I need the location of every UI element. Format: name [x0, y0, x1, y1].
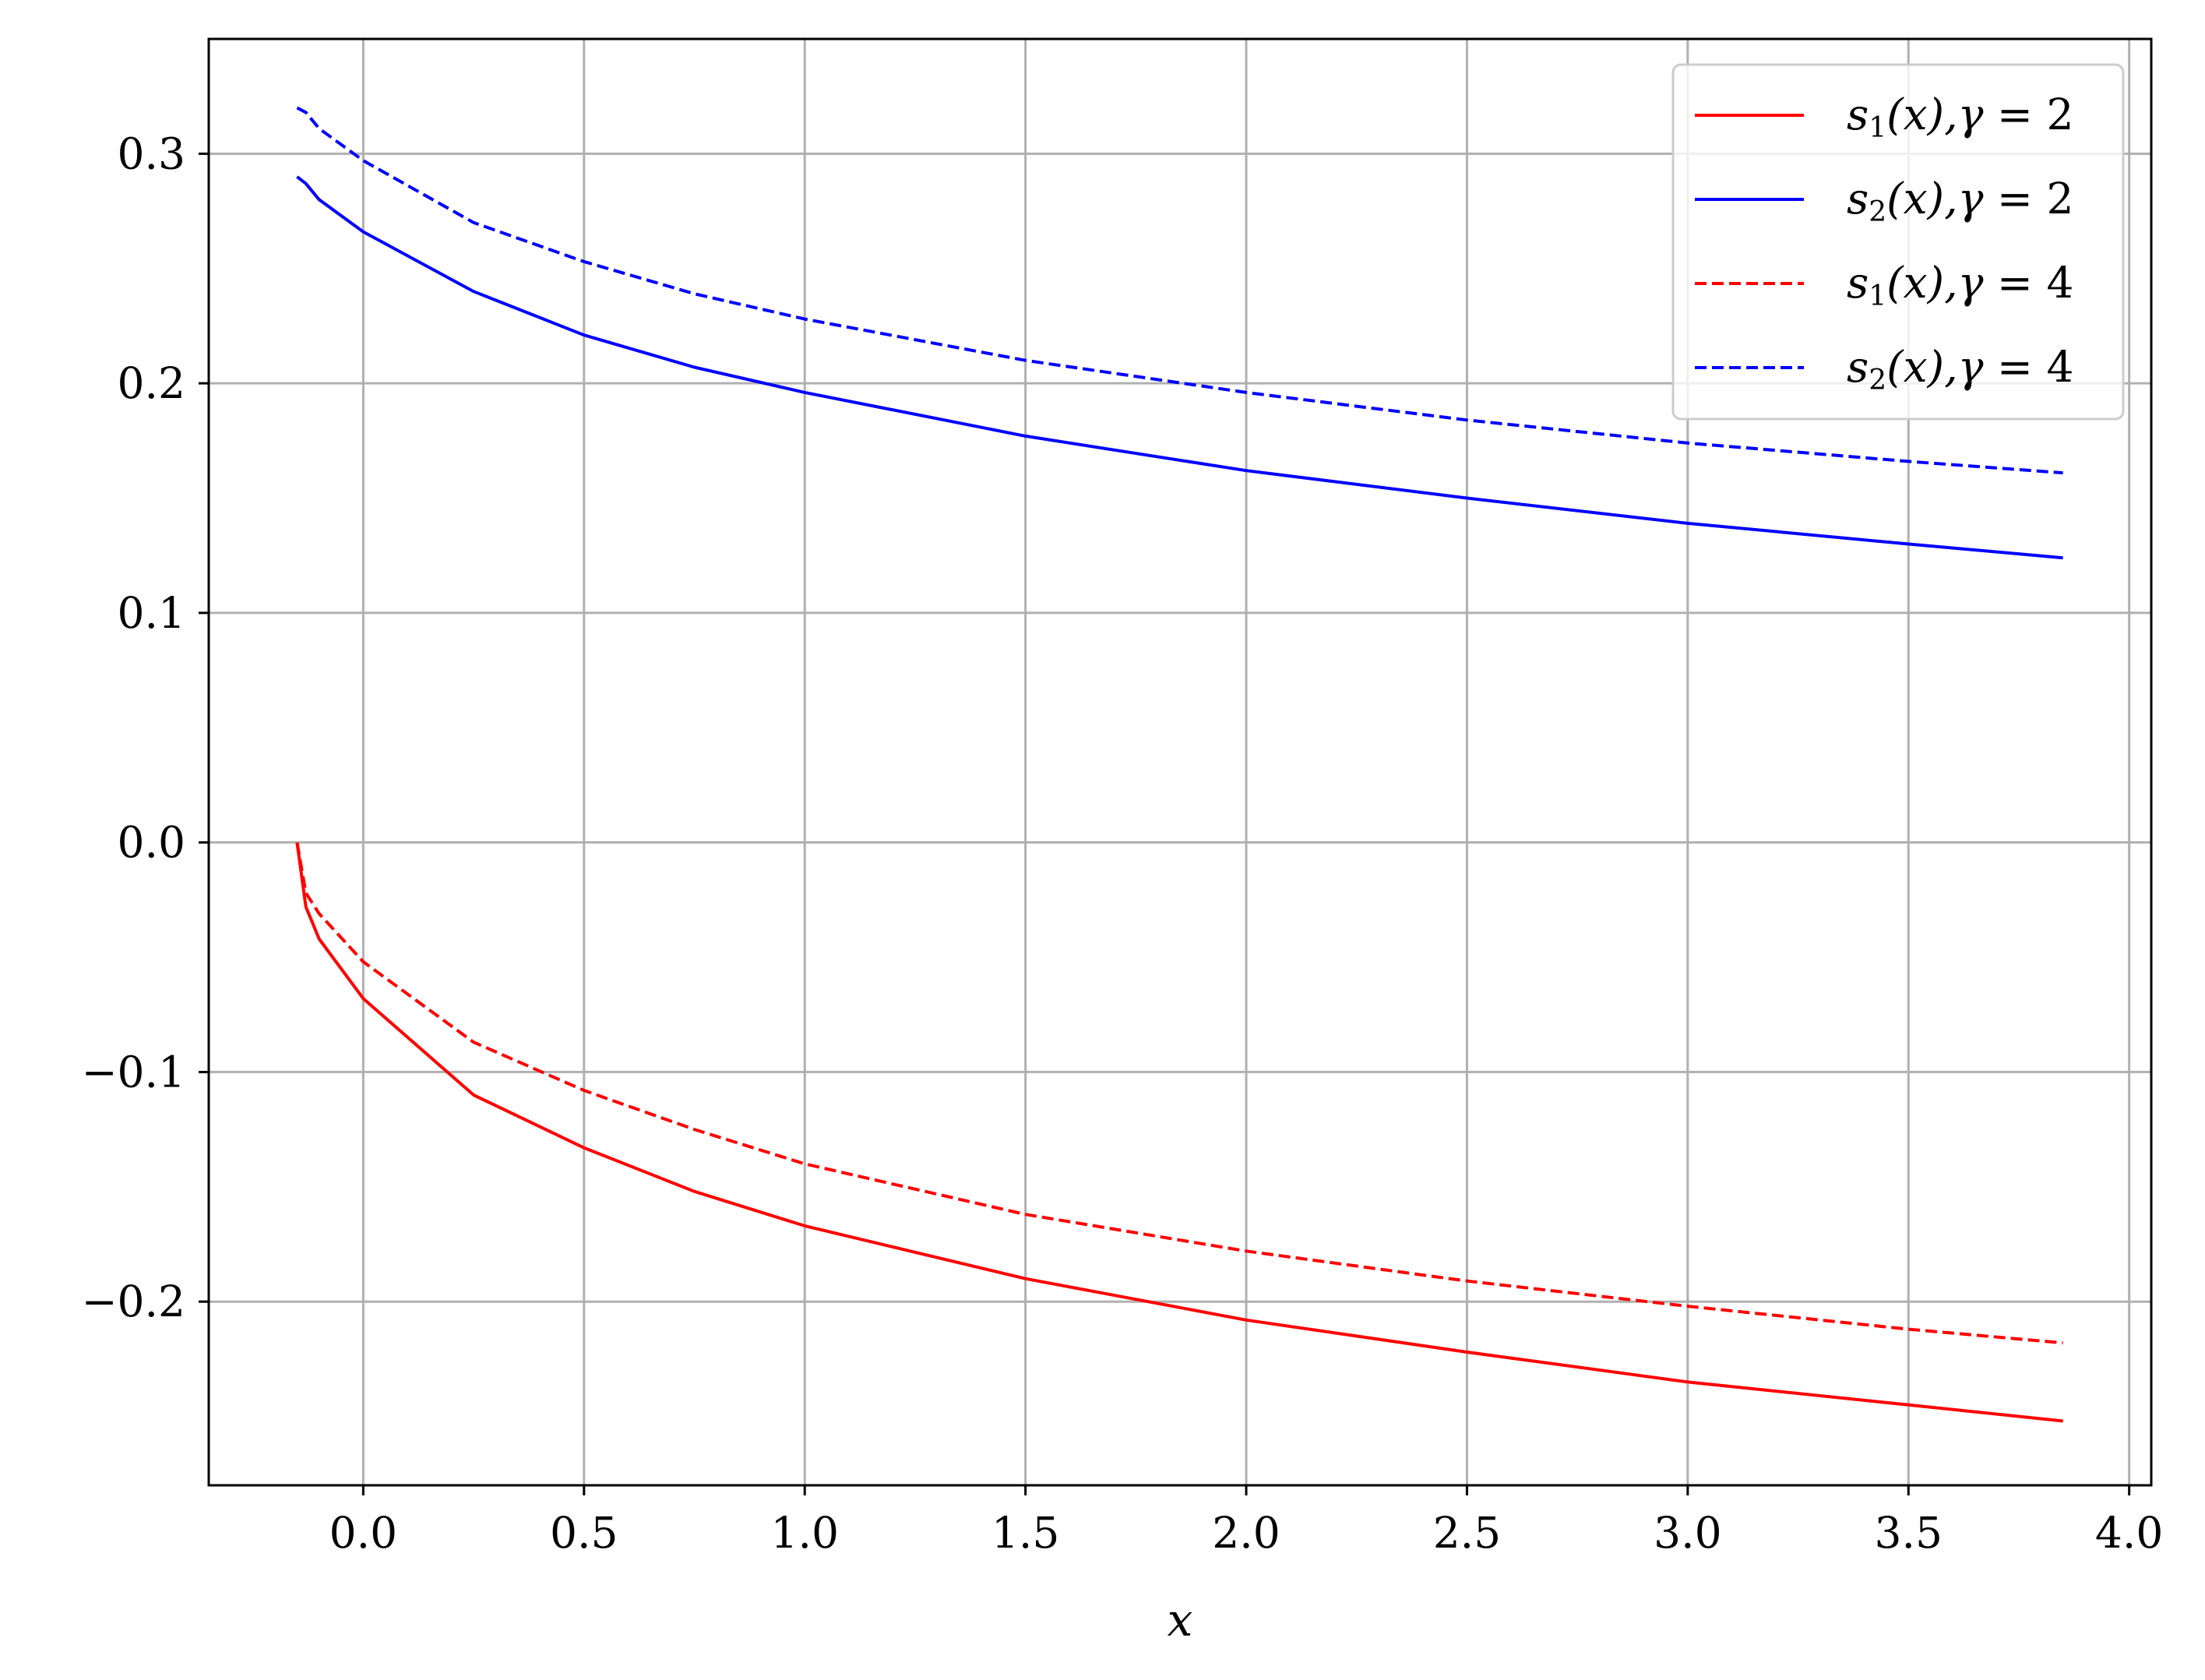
x-tick-label: 4.0	[2095, 1508, 2163, 1558]
y-tick-label: −0.1	[81, 1047, 185, 1097]
legend-label-1: s1(x),γ = 2	[1847, 90, 2073, 144]
axis-ticks: 0.0 0.5 1.0 1.5 2.0 2.5 3.0 3.5 4.0 −0.2 −0.1 0.0 0.…	[81, 129, 2163, 1558]
series-group	[295, 106, 2063, 1423]
x-tick-label: 2.0	[1212, 1508, 1280, 1558]
series-line-4	[296, 106, 2063, 475]
y-tick-label: 0.1	[118, 588, 185, 638]
x-tick-label: 3.0	[1654, 1508, 1721, 1558]
series-line-3	[295, 842, 2063, 1345]
y-tick-label: 0.3	[118, 129, 185, 178]
x-tick-label: 1.5	[992, 1508, 1059, 1558]
legend-label-3: s1(x),γ = 4	[1847, 258, 2073, 312]
y-tick-label: 0.0	[118, 818, 185, 868]
x-tick-label: 3.5	[1875, 1508, 1943, 1558]
legend-label-2: s2(x),γ = 2	[1847, 174, 2073, 228]
x-tick-label: 0.5	[550, 1508, 618, 1558]
series-line-2	[296, 175, 2063, 560]
plot-frame	[207, 37, 2153, 1487]
y-tick-label: −0.2	[81, 1277, 185, 1326]
legend-box	[1671, 63, 2125, 421]
x-tick-label: 0.0	[329, 1508, 397, 1558]
x-tick-label: 2.5	[1433, 1508, 1501, 1558]
series-line-1	[295, 842, 2063, 1423]
y-tick-label: 0.2	[118, 358, 185, 408]
x-axis-label: x	[1168, 1594, 1193, 1647]
x-tick-label: 1.0	[770, 1508, 838, 1558]
legend: s1(x),γ = 2 s2(x),γ = 2 s1(x),γ = 4 s2(x),γ…	[1671, 63, 2125, 421]
legend-label-4: s2(x),γ = 4	[1847, 342, 2073, 396]
